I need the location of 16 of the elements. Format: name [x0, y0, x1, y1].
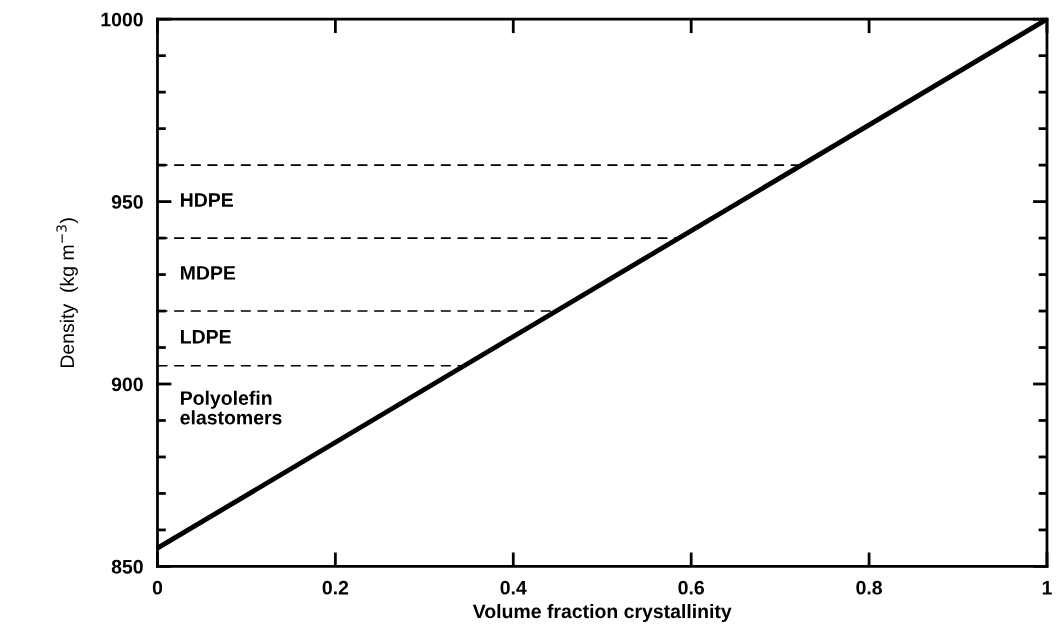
y-tick-label: 950: [111, 195, 143, 209]
x-tick-label: 0.4: [500, 580, 527, 595]
y-tick-label: 900: [111, 377, 143, 392]
annotation: Polyolefin elastomers: [180, 390, 282, 425]
x-tick-label: 0.8: [856, 580, 882, 595]
y-tick-label: 1000: [101, 12, 143, 27]
annotation: HDPE: [181, 193, 233, 207]
x-tick-label: 0.2: [322, 580, 349, 595]
x-tick-label: 0.6: [678, 580, 704, 595]
x-tick-label: 1: [1042, 581, 1052, 595]
annotation: LDPE: [181, 330, 231, 344]
x-axis-title: Volume fraction crystallinity: [472, 603, 732, 623]
annotation: MDPE: [181, 266, 236, 280]
y-tick-label: 850: [111, 559, 143, 574]
y-axis-title: Density (kg m$^{−3}$): [56, 218, 78, 368]
x-tick-label: 0: [152, 580, 163, 595]
